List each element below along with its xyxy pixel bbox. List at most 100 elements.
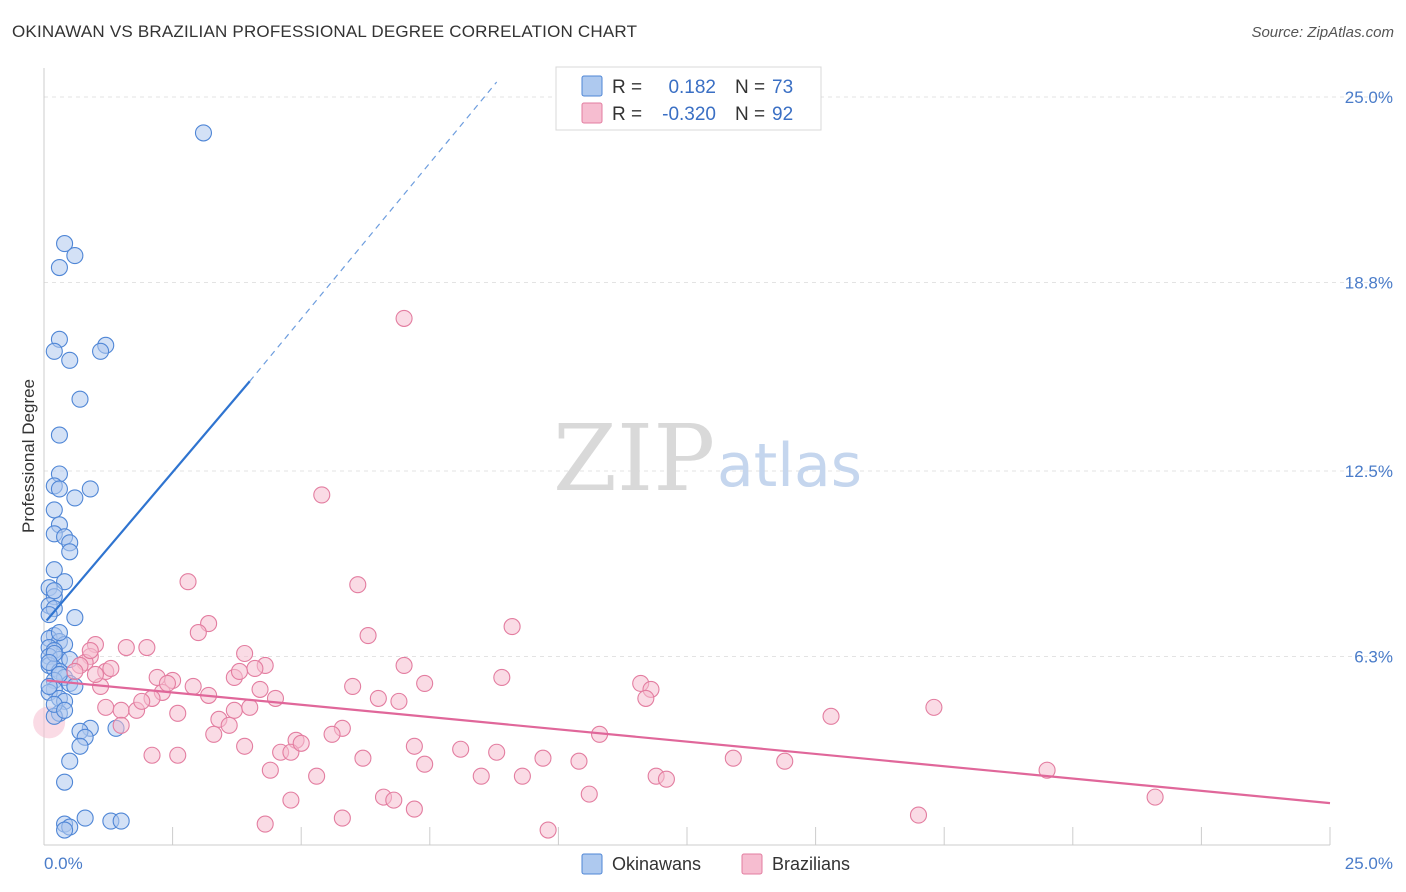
brazilian-point [313, 486, 331, 504]
brazilian-point [503, 618, 521, 636]
x-tick-label-start: 0.0% [44, 854, 83, 873]
watermark-atlas: atlas [717, 431, 862, 501]
okinawan-point [61, 351, 79, 369]
legend-n-label-1: N = [735, 77, 765, 98]
okinawan-point [50, 624, 68, 642]
brazilian-point [416, 755, 434, 773]
brazilian-point [256, 815, 274, 833]
bottom-legend-swatch-okinawans[interactable] [581, 853, 603, 875]
legend-swatch-okinawan [581, 75, 603, 97]
okinawan-trend-line [45, 380, 251, 622]
okinawan-point [45, 501, 63, 519]
okinawan-point [50, 258, 68, 277]
okinawan-point [40, 606, 58, 624]
brazilian-point [354, 749, 372, 767]
y-tick-label: 25.0% [1345, 88, 1393, 107]
brazilian-point [266, 689, 285, 707]
brazilian-point [112, 716, 130, 734]
brazilian-point [333, 809, 351, 827]
brazilian-point [189, 624, 207, 642]
okinawan-point [56, 235, 74, 253]
brazilian-point [169, 704, 187, 722]
y-tick-label: 6.3% [1354, 648, 1393, 667]
brazilian-point [637, 689, 655, 707]
okinawan-point [61, 752, 79, 770]
brazilian-point [570, 752, 588, 770]
y-tick-label: 18.8% [1345, 274, 1393, 293]
top-legend: R = 0.182 N = 73 R = -0.320 N = 92 [555, 66, 822, 131]
brazilian-point [282, 791, 300, 809]
legend-n-value-1: 73 [772, 77, 793, 98]
okinawan-point [66, 609, 84, 627]
okinawan-point [112, 812, 130, 830]
legend-r-value-1: 0.182 [668, 77, 716, 98]
brazilian-point [395, 309, 413, 327]
brazilian-point [776, 752, 794, 770]
brazilian-point [344, 677, 362, 695]
okinawan-point [40, 677, 58, 695]
brazilian-point [405, 737, 423, 755]
chart-source: Source: ZipAtlas.com [1251, 24, 1394, 41]
bottom-legend[interactable]: Okinawans Brazilians [581, 853, 850, 875]
brazilian-point [138, 638, 156, 657]
brazilian-point [236, 644, 254, 663]
brazilian-point [102, 659, 120, 678]
brazilian-point [539, 821, 557, 839]
brazilian-point [405, 800, 423, 818]
brazilian-point [205, 725, 223, 743]
brazilian-point [133, 692, 151, 710]
brazilian-point [452, 740, 470, 758]
brazilian-point [493, 668, 511, 686]
brazilian-point [308, 767, 326, 785]
bottom-legend-swatch-brazilians[interactable] [741, 853, 763, 875]
okinawan-point [66, 677, 84, 695]
brazilian-point [1146, 788, 1164, 806]
brazilian-point [158, 674, 177, 692]
chart-title: OKINAWAN VS BRAZILIAN PROFESSIONAL DEGRE… [12, 22, 638, 41]
brazilian-point [657, 770, 675, 788]
okinawan-point [45, 561, 63, 579]
trend-layer [45, 81, 1331, 805]
bottom-legend-label-okinawans[interactable]: Okinawans [612, 854, 701, 874]
brazilian-trend-line [46, 679, 1331, 805]
grid-layer [44, 96, 1392, 658]
okinawan-point [56, 773, 74, 791]
brazilian-point [230, 662, 249, 681]
okinawan-point [40, 653, 58, 672]
brazilian-point [179, 573, 197, 591]
okinawan-point [76, 809, 94, 827]
legend-n-label-2: N = [735, 104, 765, 125]
legend-swatch-brazilian [581, 102, 603, 124]
bottom-legend-label-brazilians[interactable]: Brazilians [772, 854, 850, 874]
okinawan-point [56, 821, 74, 839]
brazilian-point [236, 737, 254, 755]
watermark: ZIP atlas [553, 405, 862, 512]
watermark-zip: ZIP [553, 405, 715, 512]
brazilian-point [261, 761, 279, 779]
brazilian-point [359, 627, 377, 645]
brazilian-point [349, 576, 367, 594]
legend-n-value-2: 92 [772, 104, 793, 125]
brazilian-point [724, 749, 742, 767]
brazilian-point [822, 707, 840, 725]
brazilian-point [184, 677, 202, 695]
brazilian-point [385, 791, 403, 809]
brazilian-point [323, 725, 341, 743]
brazilian-point [580, 785, 598, 803]
okinawan-point [92, 342, 110, 360]
brazilian-point [292, 734, 310, 752]
okinawan-point [66, 247, 84, 265]
brazilian-point [241, 698, 259, 716]
brazilian-point [66, 662, 84, 681]
brazilian-point [416, 674, 434, 692]
axes-layer: 6.3% 12.5% 18.8% 25.0% 0.0% 25.0% [43, 68, 1393, 873]
brazilian-point [86, 665, 104, 684]
brazilian-point [81, 641, 99, 660]
brazilian-point [369, 689, 387, 707]
legend-r-label-1: R = [612, 77, 642, 98]
brazilian-point [246, 659, 264, 678]
okinawan-point [81, 480, 99, 498]
okinawan-point [71, 390, 89, 408]
brazilian-point [472, 767, 490, 785]
